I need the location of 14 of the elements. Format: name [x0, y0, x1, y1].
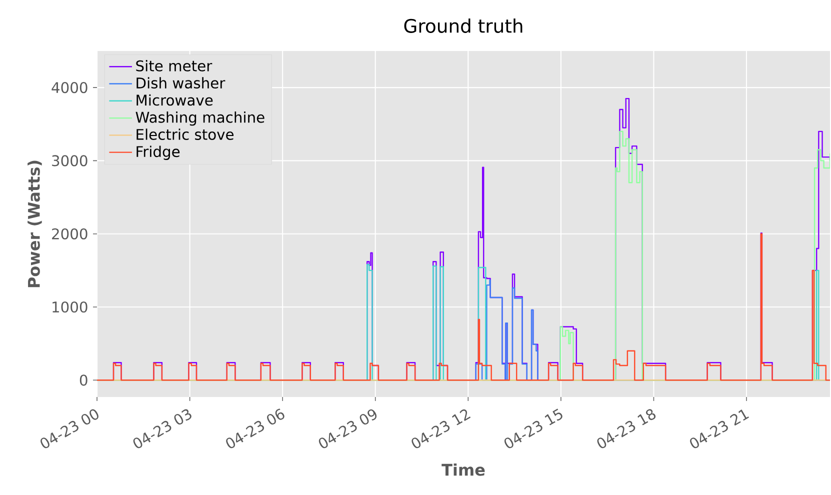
legend-label: Electric stove: [136, 128, 234, 140]
legend-label: Fridge: [136, 146, 180, 160]
y-tick-label: 1000: [52, 301, 88, 313]
legend-label: Dish washer: [136, 77, 226, 89]
x-axis-title: Time: [442, 463, 485, 476]
y-tick-label: 0: [80, 374, 88, 386]
y-axis-title: Power (Watts): [28, 160, 42, 288]
legend-label: Microwave: [136, 94, 213, 106]
y-tick-label: 4000: [52, 82, 88, 94]
y-tick-label: 2000: [52, 228, 88, 240]
y-tick-label: 3000: [52, 155, 88, 166]
chart-title: Ground truth: [404, 18, 522, 33]
legend-label: Washing machine: [136, 111, 264, 126]
legend-label: Site meter: [136, 60, 212, 72]
